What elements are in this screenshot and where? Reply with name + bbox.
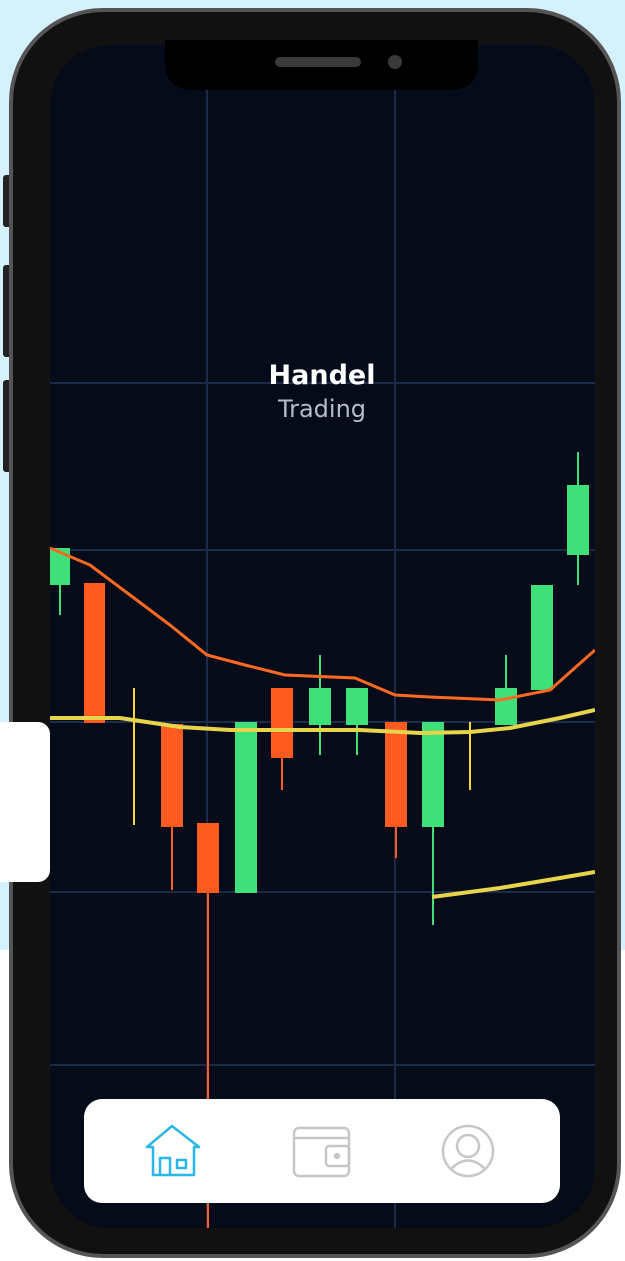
bottom-nav bbox=[84, 1099, 560, 1203]
screen-title: Handel bbox=[269, 360, 376, 391]
phone-mockup: Handel Trading bbox=[0, 0, 625, 1261]
camera bbox=[388, 55, 402, 69]
screen: Handel Trading bbox=[50, 45, 595, 1228]
side-card bbox=[0, 722, 50, 882]
speaker bbox=[275, 57, 361, 67]
screen-subtitle: Trading bbox=[277, 395, 366, 423]
page: {"header": {"title": "Handel", "subtitle… bbox=[0, 0, 625, 1261]
screen-background bbox=[50, 45, 595, 1228]
